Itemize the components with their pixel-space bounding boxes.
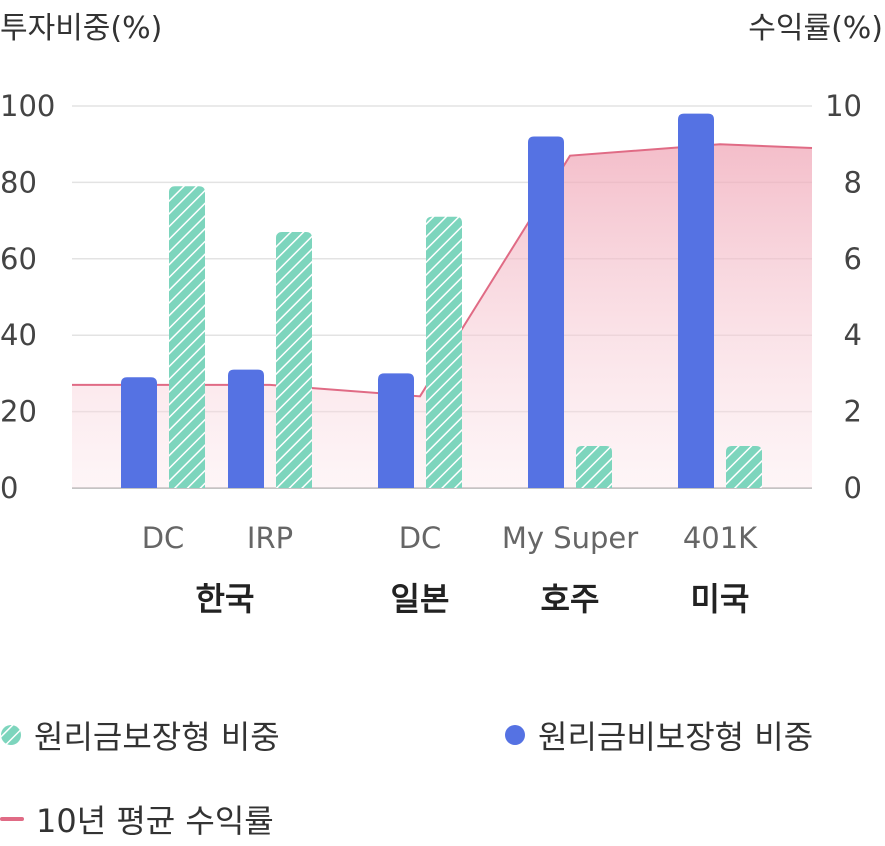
bar-non-guaranteed [121,377,157,488]
legend-label-guaranteed: 원리금보장형 비중 [34,718,280,756]
group-label: 미국 [691,580,750,618]
y-right-tick-label: 4 [844,318,862,352]
bar-guaranteed [169,186,205,488]
bar-guaranteed [576,445,612,488]
bar-non-guaranteed [378,373,414,488]
y-right-tick-label: 8 [844,165,862,199]
category-label: 401K [683,521,758,555]
return-line [72,143,813,398]
group-label: 한국 [196,580,255,618]
y-right-axis-title: 수익률(%) [748,11,883,46]
y-left-tick-label: 60 [0,242,37,276]
bars [121,113,762,488]
legend-item-return: 10년 평균 수익률 [0,796,274,842]
legend-item-non-guaranteed: 원리금비보장형 비중 [504,712,813,758]
y-right-tick-label: 6 [844,242,862,276]
category-label: DC [399,521,442,555]
group-label: 일본 [391,580,450,618]
y-left-tick-label: 0 [0,471,18,505]
category-label: IRP [247,521,293,555]
y-left-tick-label: 40 [0,318,37,352]
category-label: My Super [502,521,638,555]
bar-guaranteed [276,232,312,488]
hatched-circle-icon [1,725,21,745]
category-label: DC [142,521,185,555]
bar-guaranteed [726,445,762,488]
y-left-axis-title: 투자비중(%) [0,11,162,46]
legend-label-non-guaranteed: 원리금비보장형 비중 [538,718,814,756]
y-right-tick-label: 2 [844,395,862,429]
bar-non-guaranteed [228,369,264,488]
category-labels: DC IRP 한국 DC 일본 My Super 호주 401K 미국 [142,521,758,618]
solid-circle-icon [505,725,525,745]
y-left-tick-label: 20 [0,395,37,429]
legend-label-return: 10년 평균 수익률 [36,802,274,840]
line-icon [0,817,24,821]
bar-guaranteed [426,216,462,488]
group-label: 호주 [541,580,600,618]
bar-non-guaranteed [678,113,714,488]
bar-non-guaranteed [528,136,564,488]
y-left-tick-label: 80 [0,165,37,199]
y-right-tick-label: 10 [825,89,862,123]
y-left-tick-label: 100 [0,89,55,123]
legend-item-guaranteed: 원리금보장형 비중 [0,712,280,758]
axis-ticks: 0 0 20 2 40 4 60 6 80 8 100 10 [0,89,862,505]
y-right-tick-label: 0 [844,471,862,505]
